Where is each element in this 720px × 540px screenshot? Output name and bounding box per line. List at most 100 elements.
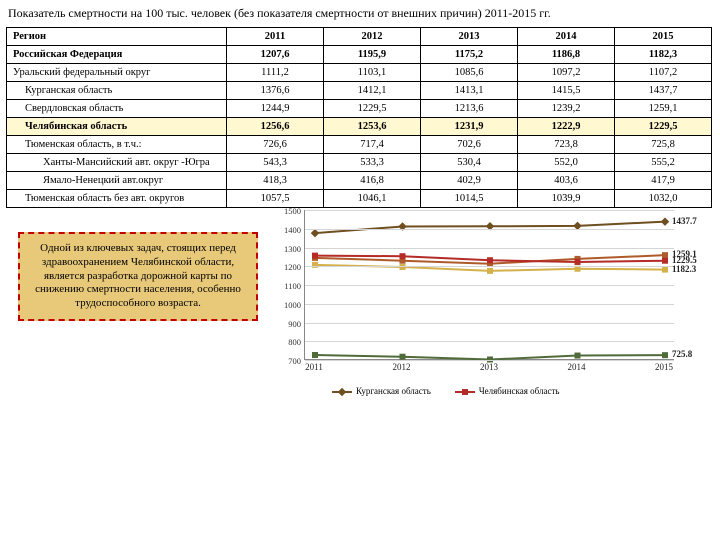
cell-value: 1057,5 (227, 190, 324, 208)
cell-value: 1231,9 (421, 118, 518, 136)
chart-ylabel: 900 (275, 319, 301, 329)
cell-region: Тюменская область, в т.ч.: (7, 136, 227, 154)
chart-marker (400, 354, 406, 360)
table-row: Ямало-Ненецкий авт.округ418,3416,8402,94… (7, 172, 712, 190)
cell-value: 1039,9 (518, 190, 615, 208)
cell-value: 1014,5 (421, 190, 518, 208)
chart-ylabel: 700 (275, 356, 301, 366)
chart-gridline: 1000 (305, 304, 674, 305)
chart-marker (312, 352, 318, 358)
table-row: Уральский федеральный округ1111,21103,11… (7, 64, 712, 82)
cell-value: 1253,6 (324, 118, 421, 136)
cell-value: 1256,6 (227, 118, 324, 136)
legend-swatch (332, 391, 352, 393)
chart-gridline: 1100 (305, 285, 674, 286)
chart-end-label: 1437.7 (672, 216, 697, 226)
chart-ylabel: 1100 (275, 281, 301, 291)
cell-value: 1085,6 (421, 64, 518, 82)
chart-gridline: 900 (305, 323, 674, 324)
col-year: 2014 (518, 28, 615, 46)
cell-value: 402,9 (421, 172, 518, 190)
chart-xlabel: 2014 (568, 362, 586, 372)
cell-value: 416,8 (324, 172, 421, 190)
chart-end-label: 1182.3 (672, 264, 696, 274)
cell-value: 723,8 (518, 136, 615, 154)
cell-value: 1182,3 (615, 46, 712, 64)
chart-end-label: 725.8 (672, 349, 692, 359)
cell-value: 403,6 (518, 172, 615, 190)
chart-ylabel: 1200 (275, 262, 301, 272)
cell-value: 1229,5 (324, 100, 421, 118)
cell-value: 555,2 (615, 154, 712, 172)
cell-value: 1207,6 (227, 46, 324, 64)
chart-xlabel: 2011 (305, 362, 323, 372)
chart-ylabel: 1300 (275, 244, 301, 254)
chart-marker (487, 257, 493, 263)
col-year: 2015 (615, 28, 712, 46)
cell-value: 1213,6 (421, 100, 518, 118)
cell-value: 1107,2 (615, 64, 712, 82)
chart-gridline: 1500 (305, 210, 674, 211)
cell-value: 1376,6 (227, 82, 324, 100)
chart-gridline: 1300 (305, 248, 674, 249)
cell-value: 530,4 (421, 154, 518, 172)
chart-xlabel: 2013 (480, 362, 498, 372)
chart-marker (662, 352, 668, 358)
chart-gridline: 1200 (305, 266, 674, 267)
cell-value: 1244,9 (227, 100, 324, 118)
callout-box: Одной из ключевых задач, стоящих перед з… (18, 232, 258, 321)
chart-ylabel: 1400 (275, 225, 301, 235)
cell-value: 1415,5 (518, 82, 615, 100)
cell-value: 1412,1 (324, 82, 421, 100)
chart-marker (575, 259, 581, 265)
chart-marker (662, 267, 668, 273)
chart-marker (400, 253, 406, 259)
cell-value: 543,3 (227, 154, 324, 172)
chart-marker (575, 353, 581, 359)
chart-legend: Курганская область Челябинская область (332, 386, 560, 396)
table-row: Свердловская область1244,91229,51213,612… (7, 100, 712, 118)
chart-marker (661, 217, 669, 225)
col-year: 2011 (227, 28, 324, 46)
cell-region: Ханты-Мансийский авт. округ -Югра (7, 154, 227, 172)
col-year: 2013 (421, 28, 518, 46)
chart-gridline: 700 (305, 360, 674, 361)
legend-label: Челябинская область (479, 386, 560, 396)
table-row: Тюменская область, в т.ч.:726,6717,4702,… (7, 136, 712, 154)
cell-value: 1175,2 (421, 46, 518, 64)
cell-value: 1239,2 (518, 100, 615, 118)
table-body: Российская Федерация1207,61195,91175,211… (7, 46, 712, 208)
chart-ylabel: 1500 (275, 206, 301, 216)
mortality-table: Регион20112012201320142015 Российская Фе… (6, 27, 712, 208)
chart-marker (312, 253, 318, 259)
page-title: Показатель смертности на 100 тыс. челове… (0, 0, 720, 25)
lower-region: Одной из ключевых задач, стоящих перед з… (0, 210, 720, 410)
cell-value: 1097,2 (518, 64, 615, 82)
chart-gridline: 800 (305, 341, 674, 342)
cell-value: 726,6 (227, 136, 324, 154)
cell-value: 1259,1 (615, 100, 712, 118)
cell-value: 1046,1 (324, 190, 421, 208)
cell-value: 533,3 (324, 154, 421, 172)
cell-region: Уральский федеральный округ (7, 64, 227, 82)
chart-ylabel: 800 (275, 337, 301, 347)
table-row: Курганская область1376,61412,11413,11415… (7, 82, 712, 100)
cell-value: 1229,5 (615, 118, 712, 136)
cell-value: 1413,1 (421, 82, 518, 100)
table-row: Российская Федерация1207,61195,91175,211… (7, 46, 712, 64)
table-row: Ханты-Мансийский авт. округ -Югра543,353… (7, 154, 712, 172)
cell-value: 418,3 (227, 172, 324, 190)
legend-label: Курганская область (356, 386, 431, 396)
cell-value: 1222,9 (518, 118, 615, 136)
cell-region: Тюменская область без авт. округов (7, 190, 227, 208)
chart-ylabel: 1000 (275, 300, 301, 310)
cell-value: 417,9 (615, 172, 712, 190)
cell-value: 1437,7 (615, 82, 712, 100)
cell-region: Свердловская область (7, 100, 227, 118)
cell-region: Челябинская область (7, 118, 227, 136)
table-header-row: Регион20112012201320142015 (7, 28, 712, 46)
chart-marker (662, 252, 668, 258)
cell-value: 1032,0 (615, 190, 712, 208)
chart-marker (487, 268, 493, 274)
table-row: Челябинская область1256,61253,61231,9122… (7, 118, 712, 136)
